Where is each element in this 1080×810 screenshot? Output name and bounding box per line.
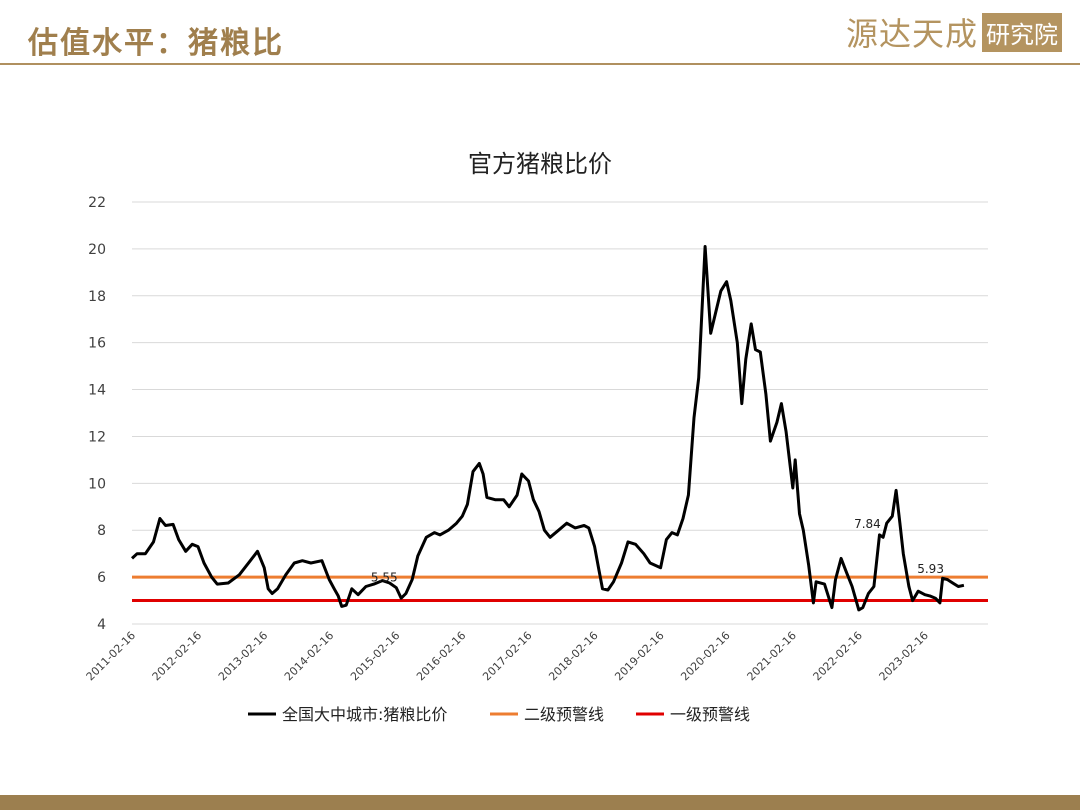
- data-label: 7.84: [854, 517, 881, 531]
- legend: 全国大中城市:猪粮比价 二级预警线 一级预警线: [248, 705, 750, 724]
- y-tick-label: 16: [88, 336, 106, 352]
- y-tick-label: 18: [88, 289, 106, 305]
- x-tick-label: 2013-02-16: [216, 629, 270, 683]
- legend-label: 二级预警线: [524, 705, 604, 724]
- data-label: 5.93: [917, 562, 944, 576]
- logo: 源达天成 研究院: [846, 10, 1063, 54]
- logo-box: 研究院: [982, 12, 1063, 52]
- series-line: [130, 245, 965, 612]
- y-tick-label: 8: [97, 523, 106, 539]
- y-tick-label: 4: [97, 617, 106, 633]
- x-axis-ticks: 2011-02-16 2012-02-16 2013-02-16 2014-02-16…: [84, 629, 931, 683]
- page-title: 估值水平：猪粮比: [28, 26, 284, 61]
- x-tick-label: 2018-02-16: [546, 629, 600, 683]
- footer-bar: [0, 795, 1080, 810]
- x-tick-label: 2020-02-16: [678, 629, 732, 683]
- y-tick-label: 20: [88, 242, 106, 258]
- x-tick-label: 2015-02-16: [348, 629, 402, 683]
- logo-text: 源达天成: [846, 15, 979, 53]
- header-divider: [0, 63, 1080, 65]
- y-tick-label: 22: [88, 195, 106, 211]
- x-tick-label: 2021-02-16: [745, 629, 799, 683]
- legend-label: 全国大中城市:猪粮比价: [282, 705, 447, 724]
- data-labels: 5.55 7.84 5.93: [371, 517, 944, 585]
- x-tick-label: 2014-02-16: [282, 629, 336, 683]
- y-axis-ticks: 4 6 8 10 12 14 16 18 20 22: [88, 195, 106, 633]
- legend-label: 一级预警线: [670, 705, 750, 724]
- data-label: 5.55: [371, 571, 398, 585]
- x-tick-label: 2023-02-16: [877, 629, 931, 683]
- x-tick-label: 2017-02-16: [480, 629, 534, 683]
- y-tick-label: 6: [97, 570, 106, 586]
- y-tick-label: 12: [88, 429, 106, 445]
- x-tick-label: 2016-02-16: [414, 629, 468, 683]
- series-lines: [130, 245, 988, 612]
- x-tick-label: 2019-02-16: [612, 629, 666, 683]
- x-tick-label: 2012-02-16: [150, 629, 204, 683]
- x-tick-label: 2022-02-16: [811, 629, 865, 683]
- y-tick-label: 14: [88, 383, 106, 399]
- x-tick-label: 2011-02-16: [84, 629, 138, 683]
- chart-title: 官方猪粮比价: [468, 150, 612, 178]
- y-tick-label: 10: [88, 476, 106, 492]
